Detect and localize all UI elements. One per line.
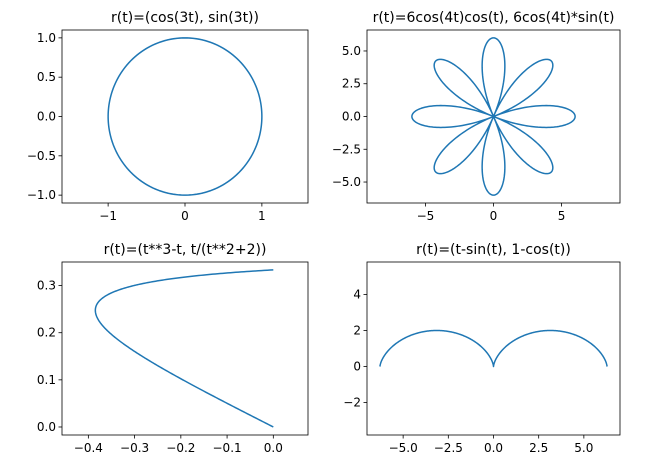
- axes-frame: [61, 29, 309, 204]
- subplot-title: r(t)=(t-sin(t), 1-cos(t)): [416, 242, 571, 258]
- y-tick-label: −2.5: [332, 142, 361, 156]
- x-tick-label: 0: [181, 209, 189, 223]
- x-tick-label: 0.0: [264, 441, 283, 455]
- subplot-title: r(t)=(cos(3t), sin(3t)): [111, 10, 259, 26]
- y-tick-label: 1.0: [37, 31, 56, 45]
- subplot-cubic: r(t)=(t**3-t, t/(t**2+2)) −0.4 −0.3 −0.2 −0…: [37, 242, 309, 455]
- axes-frame: [366, 261, 621, 436]
- curve-line: [379, 329, 608, 368]
- y-tick-label: −2: [343, 396, 361, 410]
- tick-group: −0.4 −0.3 −0.2 −0.1 0.0 0.0 0.1 0.2 0.3: [37, 279, 283, 455]
- x-tick-label: −0.3: [120, 441, 149, 455]
- curve-line: [411, 37, 576, 196]
- x-tick-label: 2.5: [529, 441, 548, 455]
- y-tick-label: 0.1: [37, 373, 56, 387]
- axes-frame: [366, 29, 621, 204]
- y-tick-label: 4: [353, 287, 361, 301]
- y-tick-label: 2.5: [342, 77, 361, 91]
- y-tick-label: −0.5: [27, 149, 56, 163]
- y-tick-label: 0.5: [37, 70, 56, 84]
- x-tick-label: 1: [258, 209, 266, 223]
- curve-line: [94, 269, 274, 428]
- subplot-title: r(t)=(t**3-t, t/(t**2+2)): [104, 242, 267, 258]
- subplot-rose: r(t)=6cos(4t)cos(t), 6cos(4t)*sin(t) −5 0…: [332, 10, 621, 223]
- y-tick-label: 0.3: [37, 279, 56, 293]
- x-tick-label: −5: [417, 209, 435, 223]
- x-tick-label: 0: [490, 209, 498, 223]
- y-tick-label: 5.0: [342, 44, 361, 58]
- tick-group: −5 0 5 −5.0 −2.5 0.0 2.5 5.0: [332, 44, 565, 223]
- y-tick-label: 0.0: [37, 110, 56, 124]
- y-tick-label: 0.0: [37, 420, 56, 434]
- tick-group: −1 0 1 −1.0 −0.5 0.0 0.5 1.0: [27, 31, 266, 223]
- x-tick-label: −0.4: [74, 441, 103, 455]
- subplot-title: r(t)=6cos(4t)cos(t), 6cos(4t)*sin(t): [373, 10, 615, 26]
- x-tick-label: −0.1: [213, 441, 242, 455]
- y-tick-label: −5.0: [332, 175, 361, 189]
- subplot-cycloid: r(t)=(t-sin(t), 1-cos(t)) −5.0 −2.5 0.0 2.5…: [343, 242, 621, 455]
- y-tick-label: 0: [353, 360, 361, 374]
- y-tick-label: 0.2: [37, 326, 56, 340]
- axes-frame: [61, 261, 309, 436]
- y-tick-label: 2: [353, 323, 361, 337]
- x-tick-label: 0.0: [484, 441, 503, 455]
- x-tick-label: −5.0: [389, 441, 418, 455]
- y-tick-label: −1.0: [27, 188, 56, 202]
- curve-line: [107, 37, 263, 196]
- x-tick-label: −0.2: [166, 441, 195, 455]
- x-tick-label: −1: [99, 209, 117, 223]
- y-tick-label: 0.0: [342, 110, 361, 124]
- x-tick-label: −2.5: [434, 441, 463, 455]
- subplot-circle: r(t)=(cos(3t), sin(3t)) −1 0 1 −1.0 −0.5 0.0 0…: [27, 10, 309, 223]
- tick-group: −5.0 −2.5 0.0 2.5 5.0 −2 0 2 4: [343, 287, 593, 455]
- x-tick-label: 5.0: [574, 441, 593, 455]
- x-tick-label: 5: [558, 209, 566, 223]
